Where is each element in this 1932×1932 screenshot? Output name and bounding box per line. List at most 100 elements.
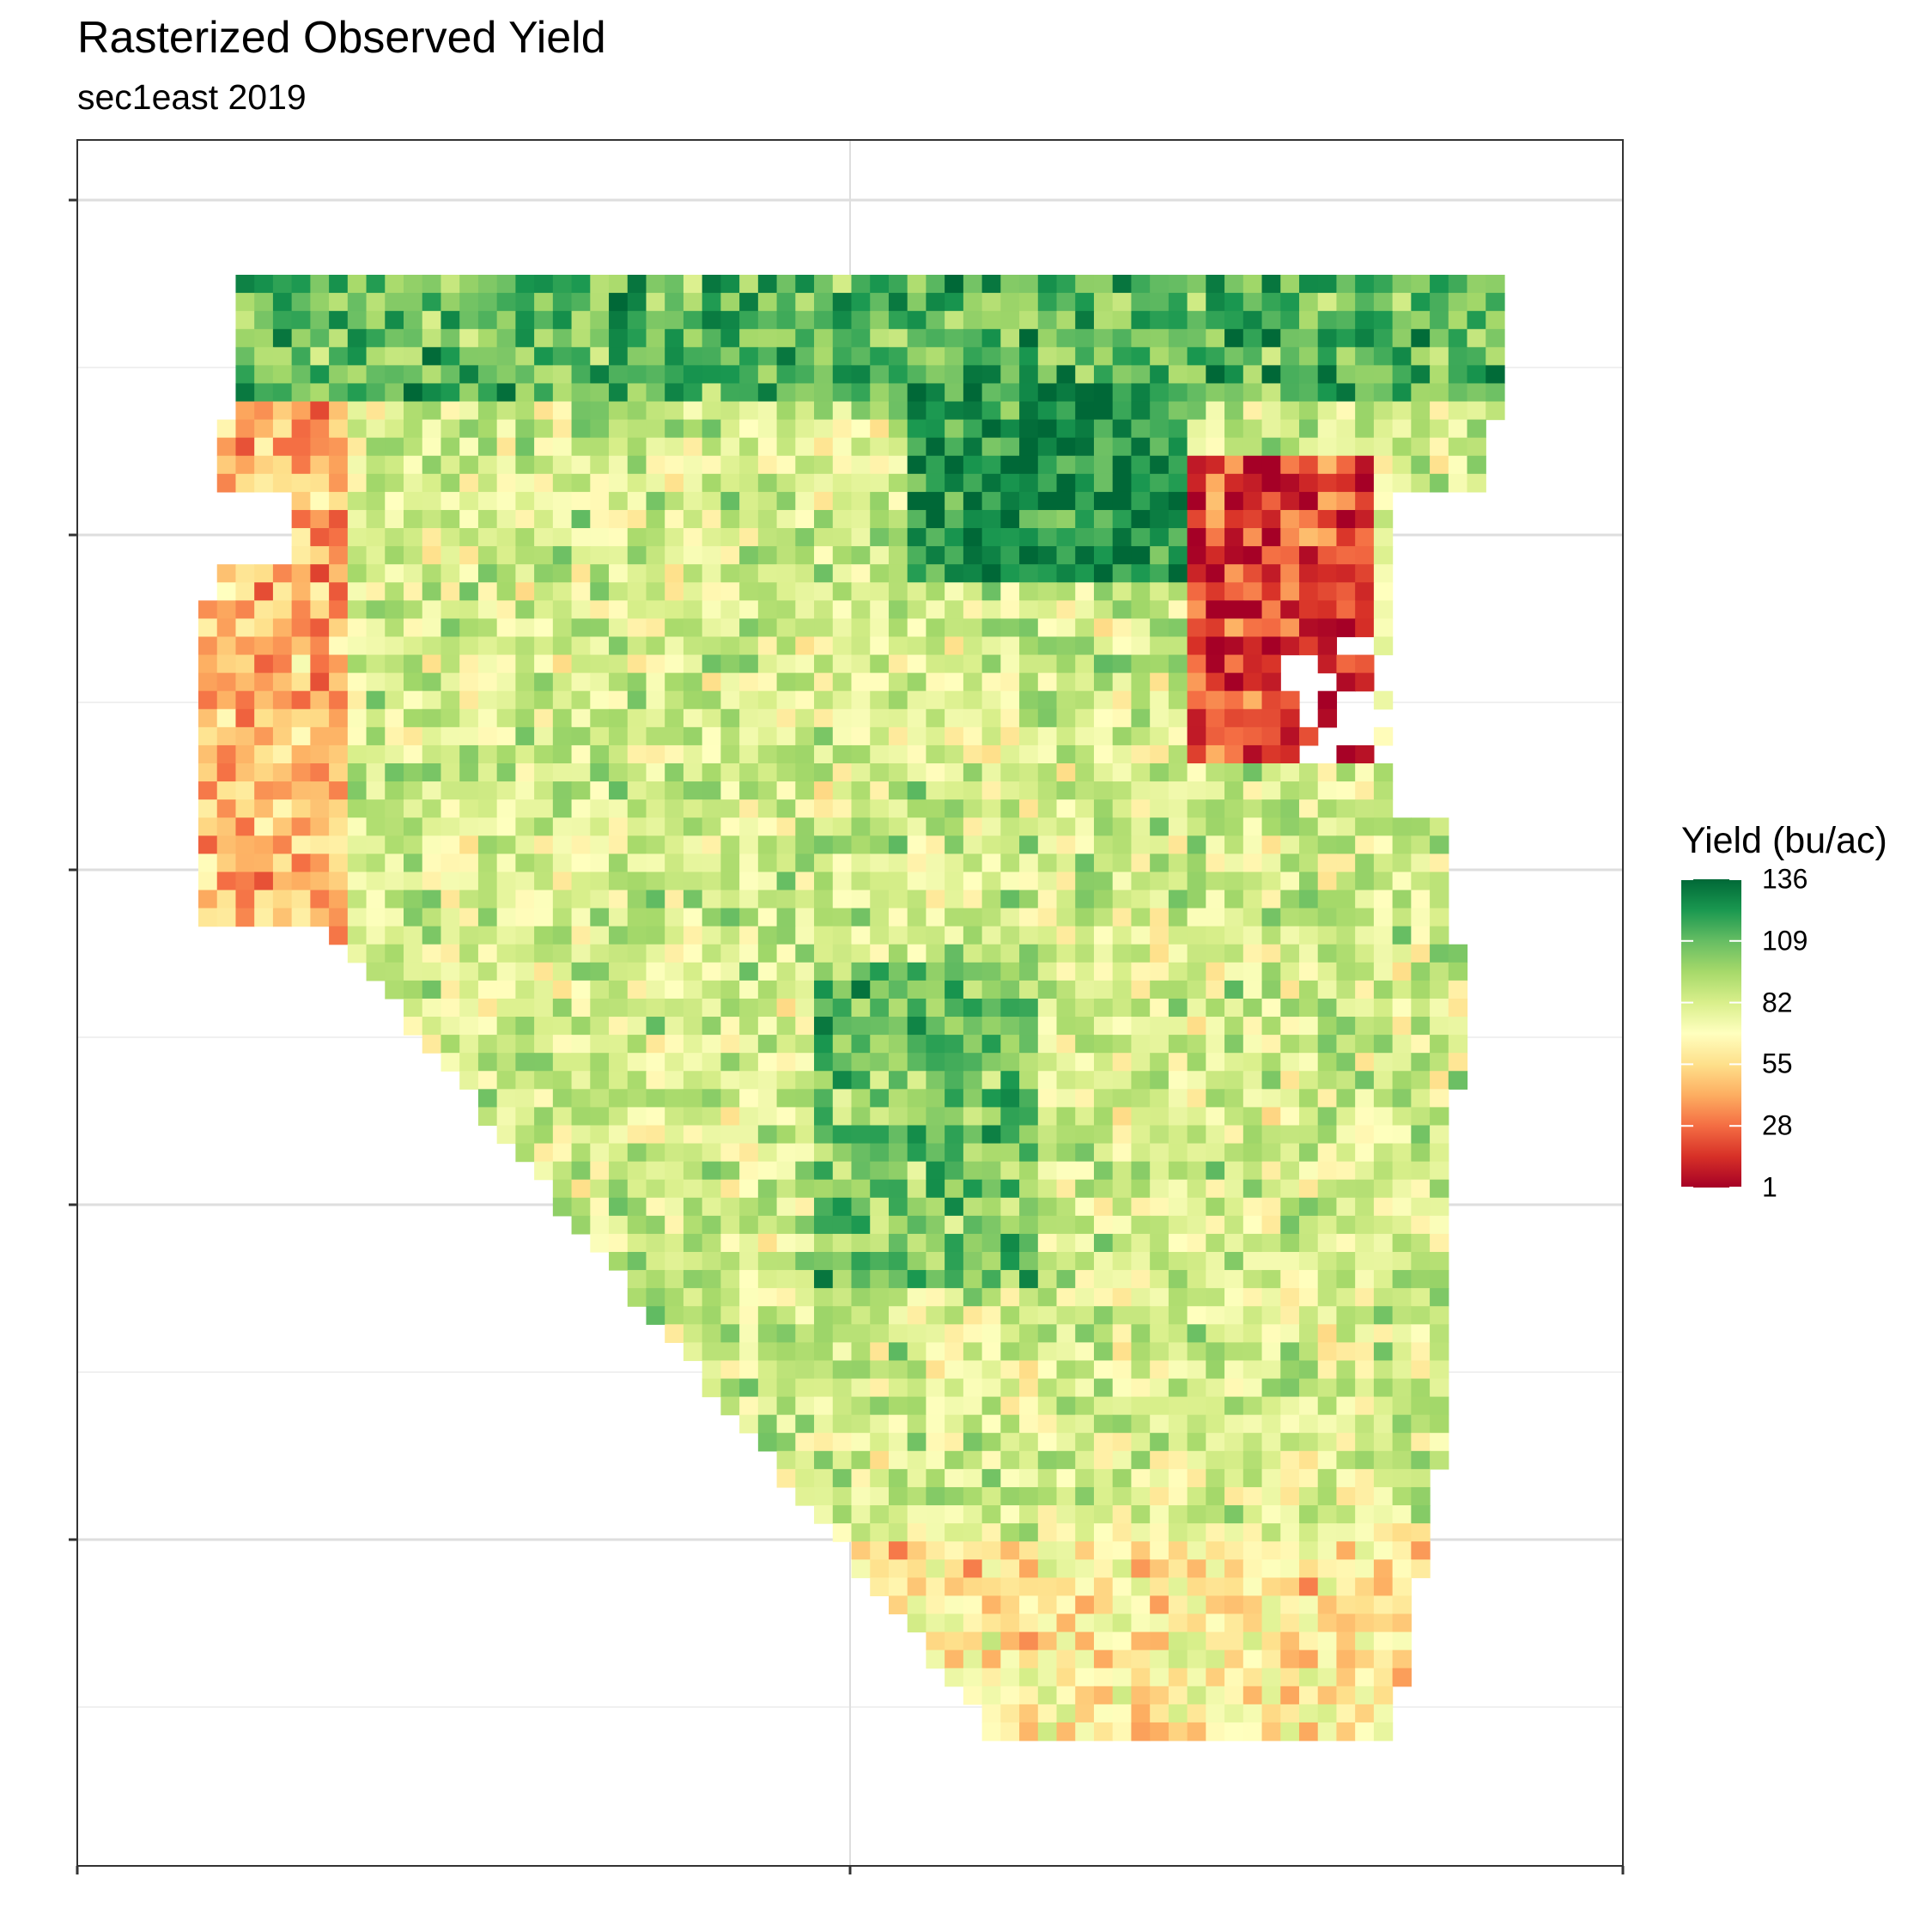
raster-cell [1000, 1649, 1020, 1669]
raster-cell [609, 618, 629, 638]
raster-cell [459, 799, 479, 818]
raster-cell [1093, 1631, 1114, 1651]
raster-cell [702, 781, 721, 800]
raster-cell [907, 1197, 927, 1217]
raster-cell [1224, 1324, 1244, 1343]
raster-cell [627, 1161, 647, 1181]
raster-cell [1019, 1378, 1039, 1398]
raster-cell [571, 654, 591, 674]
raster-cell [1056, 419, 1076, 439]
raster-cell [963, 708, 983, 728]
raster-cell [945, 1215, 964, 1235]
raster-cell [832, 1324, 853, 1343]
raster-cell [627, 1270, 647, 1289]
raster-cell [459, 944, 479, 963]
raster-cell [291, 455, 311, 475]
raster-cell [720, 1306, 740, 1325]
raster-cell [1280, 1450, 1300, 1470]
raster-cell [1093, 1035, 1114, 1054]
raster-cell [1093, 908, 1114, 927]
raster-cell [907, 1505, 927, 1524]
raster-cell [739, 926, 759, 945]
raster-cell [440, 582, 460, 601]
raster-cell [1430, 401, 1449, 421]
raster-cell [254, 835, 274, 854]
raster-cell [776, 1252, 796, 1271]
raster-cell [515, 708, 535, 728]
raster-cell [683, 491, 703, 511]
raster-cell [757, 564, 778, 583]
raster-cell [1280, 473, 1300, 493]
raster-cell [1485, 311, 1505, 330]
raster-cell [851, 293, 871, 312]
raster-cell [1261, 528, 1281, 547]
raster-cell [683, 1215, 703, 1235]
raster-cell [1336, 275, 1356, 294]
raster-cell [1093, 1306, 1114, 1325]
raster-cell [1168, 546, 1188, 565]
raster-cell [963, 401, 983, 421]
raster-cell [683, 401, 703, 421]
raster-cell [814, 491, 834, 511]
raster-cell [646, 672, 665, 692]
raster-cell [1056, 1053, 1076, 1072]
raster-cell [702, 672, 721, 692]
raster-cell [683, 854, 703, 873]
raster-cell [1168, 1161, 1188, 1181]
raster-cell [981, 1468, 1001, 1488]
raster-cell [1187, 1396, 1206, 1416]
raster-cell [1280, 799, 1300, 818]
raster-cell [422, 455, 442, 475]
raster-cell [870, 1505, 890, 1524]
raster-cell [907, 1143, 927, 1163]
raster-cell [646, 437, 665, 457]
raster-cell [477, 293, 498, 312]
raster-cell [366, 491, 386, 511]
raster-cell [1373, 437, 1394, 457]
raster-cell [1075, 275, 1095, 294]
raster-cell [1000, 890, 1020, 909]
raster-cell [1373, 636, 1394, 656]
raster-cell [888, 509, 908, 529]
raster-cell [347, 509, 368, 529]
raster-cell [888, 564, 908, 583]
raster-cell [1280, 582, 1300, 601]
raster-cell [665, 419, 684, 439]
raster-cell [1336, 781, 1356, 800]
raster-cell [1373, 1017, 1394, 1036]
raster-cell [720, 509, 740, 529]
raster-cell [795, 763, 815, 782]
raster-cell [795, 401, 815, 421]
raster-cell [1317, 1324, 1338, 1343]
raster-cell [1187, 1143, 1206, 1163]
raster-cell [1037, 1414, 1058, 1434]
raster-cell [851, 491, 871, 511]
raster-cell [1150, 1360, 1170, 1380]
raster-cell [851, 672, 871, 692]
raster-cell [776, 763, 796, 782]
raster-cell [1336, 455, 1356, 475]
raster-cell [1019, 600, 1039, 619]
raster-cell [776, 437, 796, 457]
raster-cell [310, 799, 330, 818]
raster-cell [310, 401, 330, 421]
raster-cell [1056, 763, 1076, 782]
raster-cell [1373, 455, 1394, 475]
raster-cell [1224, 1541, 1244, 1560]
raster-cell [945, 835, 964, 854]
raster-cell [963, 799, 983, 818]
raster-cell [1261, 835, 1281, 854]
raster-cell [1392, 1523, 1412, 1542]
raster-cell [1280, 293, 1300, 312]
raster-cell [720, 926, 740, 945]
raster-cell [702, 1342, 721, 1362]
raster-cell [1373, 473, 1394, 493]
raster-cell [1187, 854, 1206, 873]
raster-cell [1224, 1053, 1244, 1072]
raster-cell [665, 1035, 684, 1054]
raster-cell [477, 872, 498, 891]
raster-cell [1187, 1577, 1206, 1596]
raster-cell [1430, 1107, 1449, 1127]
raster-cell [945, 1396, 964, 1416]
raster-cell [1075, 1215, 1095, 1235]
